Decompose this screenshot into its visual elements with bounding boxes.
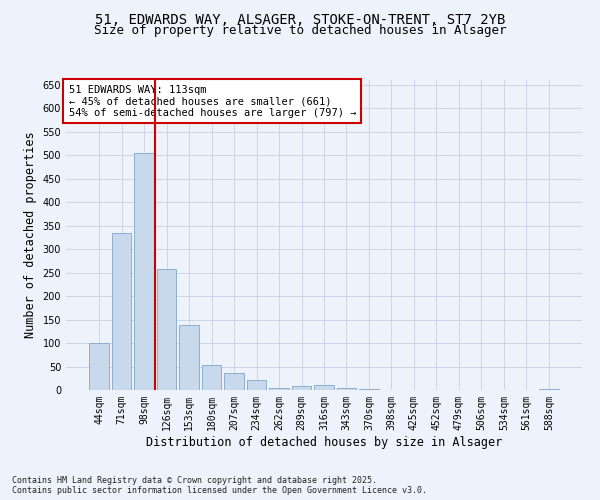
Bar [134, 153, 154, 390]
Bar [224, 372, 244, 390]
Bar [202, 365, 221, 390]
Y-axis label: Number of detached properties: Number of detached properties [24, 132, 37, 338]
Text: Contains HM Land Registry data © Crown copyright and database right 2025.
Contai: Contains HM Land Registry data © Crown c… [12, 476, 427, 495]
Bar [539, 389, 559, 390]
Bar [314, 385, 334, 390]
Bar [112, 232, 131, 390]
Bar [179, 325, 199, 390]
Bar [269, 388, 289, 390]
Text: 51 EDWARDS WAY: 113sqm
← 45% of detached houses are smaller (661)
54% of semi-de: 51 EDWARDS WAY: 113sqm ← 45% of detached… [68, 84, 356, 118]
Text: Size of property relative to detached houses in Alsager: Size of property relative to detached ho… [94, 24, 506, 37]
Bar [337, 388, 356, 390]
Bar [157, 270, 176, 390]
X-axis label: Distribution of detached houses by size in Alsager: Distribution of detached houses by size … [146, 436, 502, 448]
Text: 51, EDWARDS WAY, ALSAGER, STOKE-ON-TRENT, ST7 2YB: 51, EDWARDS WAY, ALSAGER, STOKE-ON-TRENT… [95, 12, 505, 26]
Bar [359, 389, 379, 390]
Bar [247, 380, 266, 390]
Bar [292, 386, 311, 390]
Bar [89, 343, 109, 390]
